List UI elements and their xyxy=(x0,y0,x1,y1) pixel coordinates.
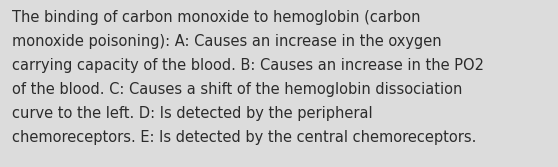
Text: curve to the left. D: Is detected by the peripheral: curve to the left. D: Is detected by the… xyxy=(12,106,373,121)
Text: chemoreceptors. E: Is detected by the central chemoreceptors.: chemoreceptors. E: Is detected by the ce… xyxy=(12,130,477,145)
Text: The binding of carbon monoxide to hemoglobin (carbon: The binding of carbon monoxide to hemogl… xyxy=(12,10,421,25)
Text: monoxide poisoning): A: Causes an increase in the oxygen: monoxide poisoning): A: Causes an increa… xyxy=(12,34,441,49)
Text: carrying capacity of the blood. B: Causes an increase in the PO2: carrying capacity of the blood. B: Cause… xyxy=(12,58,484,73)
Text: of the blood. C: Causes a shift of the hemoglobin dissociation: of the blood. C: Causes a shift of the h… xyxy=(12,82,463,97)
